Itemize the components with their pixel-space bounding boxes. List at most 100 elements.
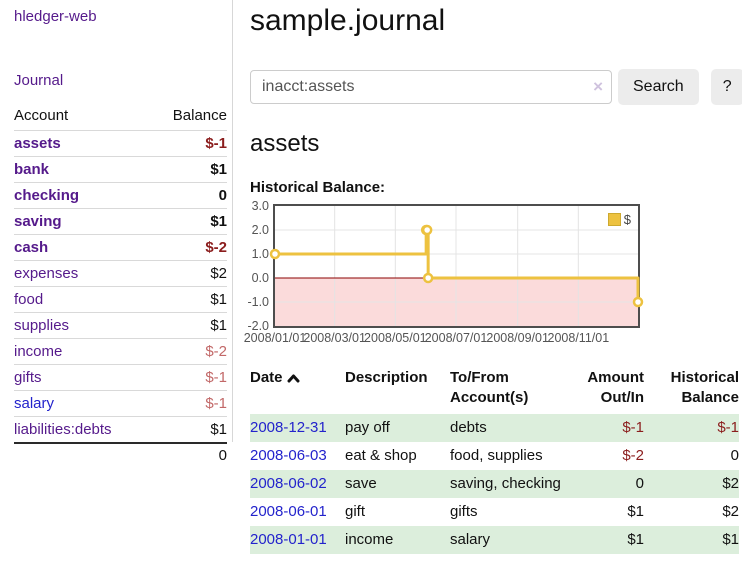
transaction-row: 2008-01-01 income salary $1 $1 (250, 526, 739, 554)
transaction-description: income (345, 526, 450, 554)
account-link-income[interactable]: income (14, 343, 63, 360)
y-tick-label: 3.0 (251, 199, 269, 213)
account-balance: 0 (150, 182, 227, 209)
account-balance: $1 (150, 286, 227, 313)
transaction-amount: $-2 (622, 447, 644, 464)
search-input[interactable] (250, 70, 612, 104)
clear-search-icon[interactable]: × (593, 77, 603, 96)
transaction-description: gift (345, 503, 366, 520)
search-button[interactable]: Search (618, 69, 699, 105)
transaction-balance: $2 (644, 470, 739, 498)
transaction-amount: $1 (582, 526, 644, 554)
account-link-assets[interactable]: assets (14, 135, 61, 152)
transaction-balance: $-1 (644, 414, 739, 442)
account-balance: $1 (150, 416, 227, 443)
legend-swatch (607, 213, 621, 226)
account-link-liabilities-debts[interactable]: liabilities:debts (14, 420, 112, 438)
account-row: bank (14, 156, 151, 183)
search-form: × Search ? (250, 69, 742, 105)
chart-y-axis-labels: 3.0 2.0 1.0 0.0 -1.0 -2.0 (243, 199, 271, 333)
transaction-accounts: food, supplies (450, 447, 543, 464)
account-link-food[interactable]: food (14, 291, 44, 308)
account-balance: $-1 (150, 130, 227, 157)
historical-balance-chart: 3.0 2.0 1.0 0.0 -1.0 -2.0 $ 2008/01/01 2008/03… (243, 199, 742, 352)
sidebar: hledger-web Journal Account Balance asse… (0, 0, 233, 467)
transaction-description: pay off (345, 414, 450, 442)
account-row: liabilities:debts (14, 416, 151, 443)
accounts-total-value: 0 (150, 441, 227, 467)
account-heading: assets (250, 130, 320, 157)
account-balance: $1 (150, 312, 227, 339)
app-title-link[interactable]: hledger-web (14, 8, 97, 25)
chart-legend: $ (605, 211, 633, 228)
account-link-salary[interactable]: salary (14, 395, 55, 412)
transaction-description: eat & shop (345, 447, 417, 464)
account-row: food (14, 286, 151, 313)
transaction-balance: $2 (722, 503, 739, 520)
transaction-date-link[interactable]: 2008-12-31 (250, 419, 327, 436)
accounts-header-account: Account (14, 107, 69, 124)
x-tick-label: 2008/03/01 (303, 331, 366, 345)
account-balance: $-1 (150, 364, 227, 391)
account-link-supplies[interactable]: supplies (14, 317, 70, 334)
register-header-balance: Historical Balance (670, 369, 739, 406)
account-balance: $1 (150, 208, 227, 235)
chart-heading: Historical Balance: (250, 179, 386, 196)
account-balance: $-2 (150, 338, 227, 365)
chart-x-axis-labels: 2008/01/01 2008/03/01 2008/05/01 2008/07/01… (244, 331, 642, 349)
account-balance: $1 (150, 156, 227, 183)
accounts-table: Account Balance assets $-1 bank $1 checkin… (14, 105, 227, 467)
register-table: Date Description To/From Account(s) Amou… (250, 366, 739, 554)
x-tick-label: 2008/07/01 (424, 331, 488, 345)
account-row: saving (14, 208, 151, 235)
account-link-bank[interactable]: bank (14, 161, 50, 178)
help-button[interactable]: ? (710, 69, 742, 105)
transaction-accounts: gifts (450, 503, 478, 520)
sidebar-item-journal[interactable]: Journal (14, 72, 64, 89)
transaction-amount: $-1 (582, 414, 644, 442)
account-link-cash[interactable]: cash (14, 239, 49, 256)
transaction-date-link[interactable]: 2008-06-01 (250, 503, 327, 520)
x-tick-label: 2008/11/01 (547, 331, 610, 345)
account-row: checking (14, 182, 151, 209)
transaction-row: 2008-06-01 gift gifts $1 $2 (250, 498, 739, 526)
transaction-accounts: debts (450, 414, 582, 442)
x-tick-label: 2008/09/01 (486, 331, 549, 345)
account-link-saving[interactable]: saving (14, 213, 62, 230)
page-title: sample.journal (250, 4, 446, 37)
accounts-header-balance: Balance (172, 107, 227, 124)
chart-plot[interactable]: $ (269, 204, 644, 328)
account-row: salary (14, 390, 151, 417)
account-balance: $-1 (150, 390, 227, 417)
register-header-date[interactable]: Date (250, 366, 345, 414)
transaction-date-link[interactable]: 2008-06-03 (250, 447, 327, 464)
account-row: expenses (14, 260, 151, 287)
register-header-amount: Amount Out/In (587, 369, 644, 406)
transaction-row: 2008-06-02 save saving, checking 0 $2 (250, 470, 739, 498)
transaction-amount: 0 (582, 470, 644, 498)
account-row: assets (14, 130, 151, 157)
x-tick-label: 2008/01/01 (243, 331, 307, 345)
transaction-description: save (345, 470, 450, 498)
transaction-date-link[interactable]: 2008-01-01 (250, 531, 327, 548)
transaction-row: 2008-12-31 pay off debts $-1 $-1 (250, 414, 739, 442)
register-header-accounts: To/From Account(s) (450, 369, 529, 406)
transaction-row: 2008-06-03 eat & shop food, supplies $-2… (250, 442, 739, 470)
y-tick-label: 1.0 (251, 247, 269, 261)
account-row: income (14, 338, 151, 365)
y-tick-label: 0.0 (251, 271, 269, 285)
main-content: sample.journal × Search ? assets Histori… (244, 0, 742, 554)
transaction-balance: 0 (730, 447, 739, 464)
legend-label: $ (623, 212, 631, 227)
transaction-accounts: saving, checking (450, 470, 582, 498)
transaction-amount: $1 (627, 503, 644, 520)
account-link-gifts[interactable]: gifts (14, 369, 42, 386)
sort-ascending-icon (287, 374, 300, 383)
account-link-expenses[interactable]: expenses (14, 265, 79, 282)
account-row: supplies (14, 312, 151, 339)
transaction-date-link[interactable]: 2008-06-02 (250, 475, 327, 492)
transaction-accounts: salary (450, 526, 582, 554)
y-tick-label: -2.0 (247, 319, 269, 333)
account-link-checking[interactable]: checking (14, 187, 80, 204)
account-row: cash (14, 234, 151, 261)
